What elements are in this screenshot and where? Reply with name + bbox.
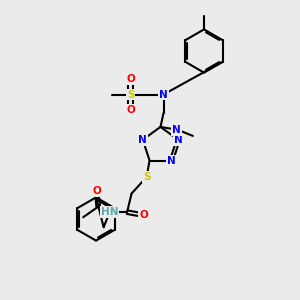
- Text: HN: HN: [101, 207, 119, 217]
- Text: N: N: [138, 135, 147, 145]
- Text: N: N: [174, 135, 183, 145]
- Text: N: N: [167, 155, 176, 166]
- Text: N: N: [159, 89, 168, 100]
- Text: O: O: [92, 186, 101, 196]
- Text: S: S: [143, 172, 150, 182]
- Text: O: O: [126, 74, 135, 84]
- Text: O: O: [126, 105, 135, 115]
- Text: O: O: [139, 210, 148, 220]
- Text: N: N: [172, 125, 181, 135]
- Text: S: S: [127, 89, 134, 100]
